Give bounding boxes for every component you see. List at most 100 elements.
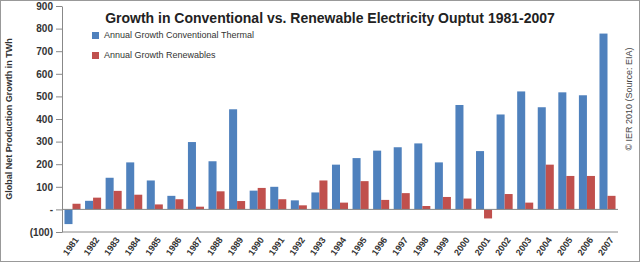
y-tick-mark [56,6,62,7]
x-tick-label: 1985 [143,235,163,257]
x-tick-label: 1996 [370,235,390,257]
bar [361,181,369,209]
y-tick: 100 [36,182,62,193]
bar [311,192,319,209]
legend-label: Annual Growth Renewables [104,50,216,60]
bar [209,161,217,209]
y-tick-mark [56,164,62,165]
bar [422,206,430,209]
bar [114,191,122,210]
bar [505,194,513,209]
y-tick-label: 800 [36,23,53,34]
y-tick-mark [56,74,62,75]
bar [373,151,381,210]
bar [299,205,307,209]
bar [332,165,340,210]
bar [443,197,451,209]
y-tick-label: 900 [36,1,53,12]
bar [340,203,348,210]
bar [566,176,574,209]
y-tick-label: 100 [36,182,53,193]
bar [587,176,595,209]
x-tick-label: 1983 [102,235,122,257]
bar [278,199,286,209]
x-tick-label: 2006 [575,235,595,257]
bar [126,162,134,209]
y-tick: 500 [36,91,62,102]
bar [147,180,155,209]
y-tick-mark [56,187,62,188]
x-tick-label: 2001 [473,235,493,257]
bar [167,196,175,210]
bar [250,191,258,210]
bar [546,165,554,210]
y-tick-mark [56,142,62,143]
bar [435,162,443,209]
bar [455,105,463,209]
bar [258,188,266,209]
bar [64,209,72,224]
bar [414,143,422,209]
y-axis: (100)-100200300400500600700800900 [30,1,63,238]
bar [558,92,566,209]
bar [517,91,525,209]
bar [319,180,327,209]
x-tick-label: 1998 [411,235,431,257]
bar [229,109,237,209]
y-tick: (100) [30,227,62,238]
x-tick-label: 1990 [246,235,266,257]
legend-item: Annual Growth Renewables [92,50,216,60]
y-tick-mark [56,51,62,52]
y-tick: 300 [36,136,62,147]
legend-item: Annual Growth Conventional Thermal [92,30,254,40]
y-tick-mark [56,96,62,97]
bar [525,203,533,210]
bar [217,191,225,209]
legend: Annual Growth Conventional Thermal Annual… [92,30,254,60]
x-tick-label: 2003 [514,235,534,257]
bar [237,201,245,209]
bar [155,204,163,209]
y-tick: 600 [36,69,62,80]
x-tick-label: 2004 [534,235,554,257]
bar [291,200,299,209]
y-tick-mark [56,119,62,120]
bar [402,193,410,209]
x-tick-label: 1987 [184,235,204,257]
y-tick-label: 500 [36,91,53,102]
x-tick-label: 1991 [267,235,287,257]
bar [608,196,616,210]
y-tick: 700 [36,46,62,57]
bar [599,34,607,210]
y-axis-title: Global Net Production Growth in TWh [4,38,14,200]
zero-line [62,209,618,210]
bars [64,34,615,225]
annotation: © IER 2010 (Source: EIA) [624,47,634,150]
bar [270,187,278,210]
y-tick-label: - [50,204,53,215]
x-tick-label: 1992 [287,235,307,257]
y-tick-label: 700 [36,46,53,57]
x-tick-label: 1988 [205,235,225,257]
y-tick: 800 [36,23,62,34]
x-tick-label: 1999 [431,235,451,257]
y-tick-label: 400 [36,114,53,125]
x-axis: 1981198219831984198519861987198819891990… [61,235,616,257]
x-tick-label: 1993 [308,235,328,257]
x-tick-label: 2002 [493,235,513,257]
plot: (100)-1002003004005006007008009001981198… [30,1,618,258]
bar [175,199,183,209]
x-tick-label: 1997 [390,235,410,257]
y-tick-mark [56,232,62,233]
bar [188,142,196,209]
legend-label: Annual Growth Conventional Thermal [104,30,254,40]
bar [497,114,505,209]
x-tick-label: 1981 [61,235,81,257]
x-tick-label: 1984 [123,235,143,257]
x-tick-label: 1986 [164,235,184,257]
chart-frame [1,1,640,262]
y-tick-label: (100) [30,227,53,238]
x-tick-label: 1989 [226,235,246,257]
bar [579,95,587,209]
y-tick: 400 [36,114,62,125]
